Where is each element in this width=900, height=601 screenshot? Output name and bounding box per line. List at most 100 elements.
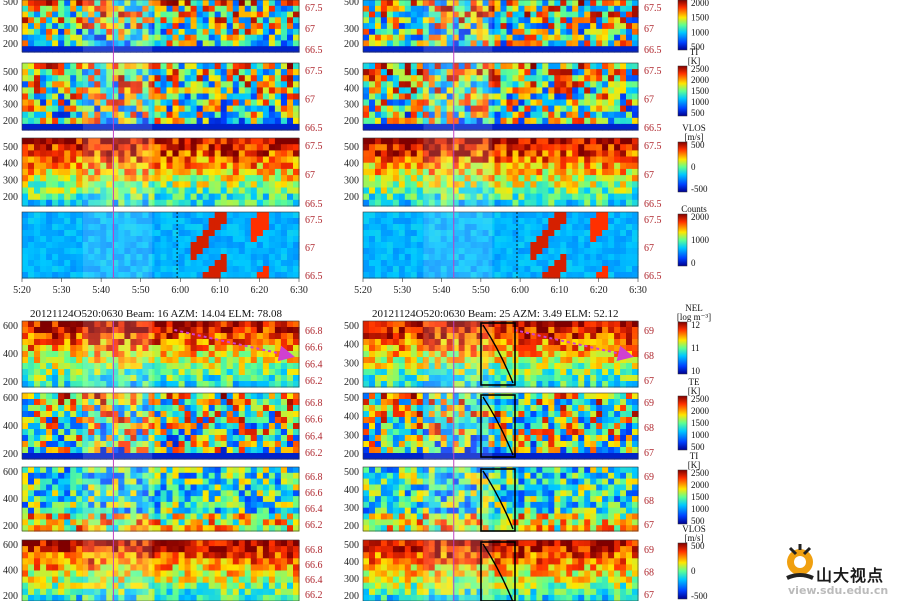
heat-cell [40,168,47,176]
heat-cell [46,339,53,346]
heat-cell [369,99,376,107]
heat-cell [58,11,65,18]
heat-cell [369,272,376,279]
heat-cell [184,272,192,279]
heat-cell [375,123,382,131]
heat-cell [166,28,174,36]
heat-cell [82,218,89,225]
heat-cell [422,46,430,53]
heat-cell [363,248,370,255]
heat-cell [220,168,228,176]
heat-cell [40,212,47,219]
heat-cell [148,248,156,255]
heat-cell [482,5,490,13]
heat-cell [58,447,65,454]
heat-cell [226,69,234,76]
panel-frame [21,0,300,53]
heat-cell [22,181,29,189]
heat-cell [46,175,53,182]
heat-cell [524,224,531,231]
heat-cell [202,411,210,418]
heat-cell [542,123,549,131]
heat-cell [226,351,234,358]
heat-cell [536,23,543,30]
heat-cell [100,34,107,42]
heat-cell [554,17,561,24]
heat-cell [88,230,95,237]
heat-cell [100,23,107,30]
heat-cell [34,123,41,131]
heat-cell [82,199,89,207]
shaded-window [423,63,493,130]
heat-cell [488,17,496,24]
heat-cell [530,123,537,131]
heat-cell [154,93,162,101]
heat-cell [172,375,180,382]
heat-cell [542,40,549,47]
heat-cell [238,17,246,24]
heat-cell [238,69,246,76]
heat-cell [46,333,53,340]
heat-cell [554,87,561,95]
heat-cell [590,117,597,125]
heat-cell [287,272,294,279]
heat-cell [530,266,537,273]
heat-cell [500,212,508,219]
heat-cell [172,333,180,340]
heat-cell [369,28,376,36]
heat-cell [46,453,53,460]
heat-cell [154,11,162,18]
heat-cell [76,181,83,189]
heat-cell [632,63,639,70]
heat-cell [369,199,376,207]
heat-cell [70,441,77,448]
heat-cell [572,236,579,243]
heat-cell [566,117,573,125]
heat-cell [482,28,490,36]
heat-cell [250,453,258,460]
heat-cell [58,87,65,95]
heat-cell [112,93,119,101]
heat-cell [287,150,294,158]
heat-cell [262,99,270,107]
heat-cell [238,212,246,219]
heat-cell [488,69,496,76]
heat-cell [287,357,294,364]
heat-cell [208,266,216,273]
heat-cell [208,81,216,88]
heat-cell [106,23,113,30]
heat-cell [287,105,294,113]
heat-cell [28,75,35,82]
heat-cell [160,11,168,18]
heat-cell [190,99,198,107]
heat-cell [632,156,639,164]
heat-cell [172,236,180,243]
heat-cell [52,423,59,430]
heat-cell [64,123,71,131]
heat-cell [64,138,71,145]
heat-cell [548,162,555,170]
heat-cell [220,111,228,119]
heat-cell [148,187,156,195]
heat-cell [446,11,454,18]
heat-cell [238,429,246,436]
heat-cell [268,11,276,18]
heat-cell [434,193,442,201]
heat-cell [256,248,264,255]
heat-cell [375,17,382,24]
heat-cell [524,105,531,113]
heat-cell [416,46,424,53]
heat-cell [256,453,264,460]
heat-cell [404,111,412,119]
heat-cell [518,111,525,119]
heat-cell [506,187,514,195]
heat-cell [52,339,59,346]
heat-cell [172,138,180,145]
heat-cell [626,187,633,195]
heat-cell [46,399,53,406]
heat-cell [518,266,525,273]
heat-cell [154,111,162,119]
heat-cell [293,46,300,53]
heat-cell [392,28,400,36]
heat-cell [512,99,520,107]
